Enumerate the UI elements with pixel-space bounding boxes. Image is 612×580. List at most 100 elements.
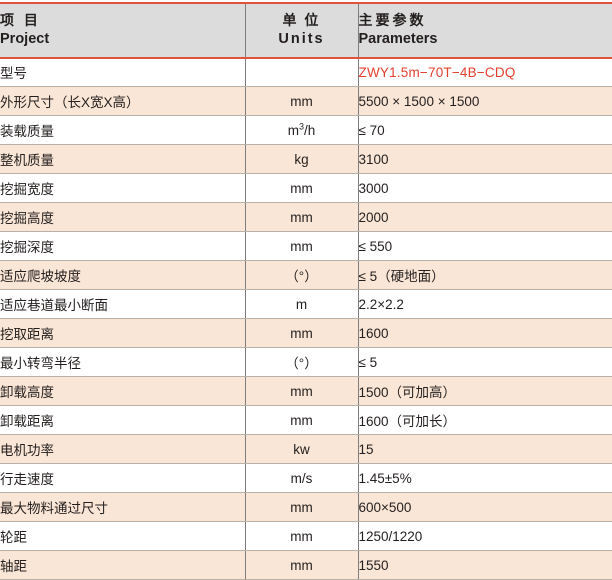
- cell-project: 适应爬坡坡度: [0, 261, 245, 290]
- column-header-units-cn: 单 位: [246, 12, 358, 30]
- cell-units: [245, 58, 358, 87]
- table-row: 型号 ZWY1.5m−70T−4B−CDQ: [0, 58, 612, 87]
- cell-project: 挖掘宽度: [0, 174, 245, 203]
- cell-project: 整机质量: [0, 145, 245, 174]
- parameter-value: 1250/1220: [359, 529, 423, 544]
- column-header-parameters-cn: 主要参数: [359, 12, 612, 30]
- cell-parameter-value: ≤ 5（硬地面）: [358, 261, 612, 290]
- cell-project: 卸载高度: [0, 377, 245, 406]
- cell-units: mm: [245, 203, 358, 232]
- cell-project: 外形尺寸（长X宽X高）: [0, 87, 245, 116]
- column-header-units-en: Units: [246, 30, 358, 48]
- parameter-value: 3100: [359, 152, 389, 167]
- parameter-value: ≤ 5: [359, 355, 378, 370]
- cell-parameter-value: 5500 × 1500 × 1500: [358, 87, 612, 116]
- cell-units: mm: [245, 493, 358, 522]
- column-header-project-cn: 项 目: [0, 12, 245, 30]
- cell-project: 行走速度: [0, 464, 245, 493]
- cell-units: mm: [245, 522, 358, 551]
- cell-units: mm: [245, 377, 358, 406]
- cell-parameter-value: 1.45±5%: [358, 464, 612, 493]
- cell-parameter-value: ZWY1.5m−70T−4B−CDQ: [358, 58, 612, 87]
- cell-project: 挖掘高度: [0, 203, 245, 232]
- cell-project: 适应巷道最小断面: [0, 290, 245, 319]
- parameter-value: 1500（可加高）: [359, 385, 457, 400]
- cell-project: 最小转弯半径: [0, 348, 245, 377]
- cell-units: mm: [245, 174, 358, 203]
- cell-parameter-value: 600×500: [358, 493, 612, 522]
- cell-parameter-value: 3100: [358, 145, 612, 174]
- cell-units: mm: [245, 551, 358, 580]
- cell-project: 挖掘深度: [0, 232, 245, 261]
- cell-units: mm: [245, 406, 358, 435]
- column-header-project-en: Project: [0, 30, 245, 48]
- cell-parameter-value: ≤ 550: [358, 232, 612, 261]
- cell-parameter-value: ≤ 5: [358, 348, 612, 377]
- parameter-value: ≤ 5（硬地面）: [359, 269, 445, 284]
- column-header-units: 单 位 Units: [245, 3, 358, 58]
- cell-units: （°）: [245, 261, 358, 290]
- cell-project: 卸载距离: [0, 406, 245, 435]
- table-row: 最小转弯半径（°）≤ 5: [0, 348, 612, 377]
- cell-units: m3/h: [245, 116, 358, 145]
- parameter-value: 1.45±5%: [359, 471, 412, 486]
- header-row: 项 目 Project 单 位 Units 主要参数 Parameters: [0, 3, 612, 58]
- cell-units: m: [245, 290, 358, 319]
- cell-units: mm: [245, 319, 358, 348]
- parameter-value: 15: [359, 442, 374, 457]
- parameter-value: 5500 × 1500 × 1500: [359, 94, 480, 109]
- cell-parameter-value: 1600: [358, 319, 612, 348]
- cell-project: 挖取距离: [0, 319, 245, 348]
- parameter-value: 600×500: [359, 500, 412, 515]
- cell-project: 型号: [0, 58, 245, 87]
- parameter-value: ≤ 550: [359, 239, 393, 254]
- parameter-value: 3000: [359, 181, 389, 196]
- cell-units: kg: [245, 145, 358, 174]
- cell-parameter-value: 2000: [358, 203, 612, 232]
- parameter-value: ≤ 70: [359, 123, 385, 138]
- cell-project: 电机功率: [0, 435, 245, 464]
- parameter-value: 1600（可加长）: [359, 414, 457, 429]
- cell-parameter-value: 1250/1220: [358, 522, 612, 551]
- cell-project: 轮距: [0, 522, 245, 551]
- parameter-value: 1600: [359, 326, 389, 341]
- cell-parameter-value: 1600（可加长）: [358, 406, 612, 435]
- cell-project: 轴距: [0, 551, 245, 580]
- cell-parameter-value: 3000: [358, 174, 612, 203]
- cell-units: mm: [245, 232, 358, 261]
- parameter-value: 1550: [359, 558, 389, 573]
- cell-project: 装载质量: [0, 116, 245, 145]
- column-header-project: 项 目 Project: [0, 3, 245, 58]
- cell-parameter-value: 15: [358, 435, 612, 464]
- cell-parameter-value: 1500（可加高）: [358, 377, 612, 406]
- cell-parameter-value: 2.2×2.2: [358, 290, 612, 319]
- cell-units: kw: [245, 435, 358, 464]
- model-number-value: ZWY1.5m−70T−4B−CDQ: [359, 65, 516, 80]
- table-header: 项 目 Project 单 位 Units 主要参数 Parameters: [0, 3, 612, 58]
- cell-units: m/s: [245, 464, 358, 493]
- column-header-parameters-en: Parameters: [359, 30, 612, 48]
- cell-units: mm: [245, 87, 358, 116]
- table-row: 适应爬坡坡度（°）≤ 5（硬地面）: [0, 261, 612, 290]
- cell-units: （°）: [245, 348, 358, 377]
- column-header-parameters: 主要参数 Parameters: [358, 3, 612, 58]
- cell-parameter-value: 1550: [358, 551, 612, 580]
- parameter-value: 2.2×2.2: [359, 297, 404, 312]
- parameter-value: 2000: [359, 210, 389, 225]
